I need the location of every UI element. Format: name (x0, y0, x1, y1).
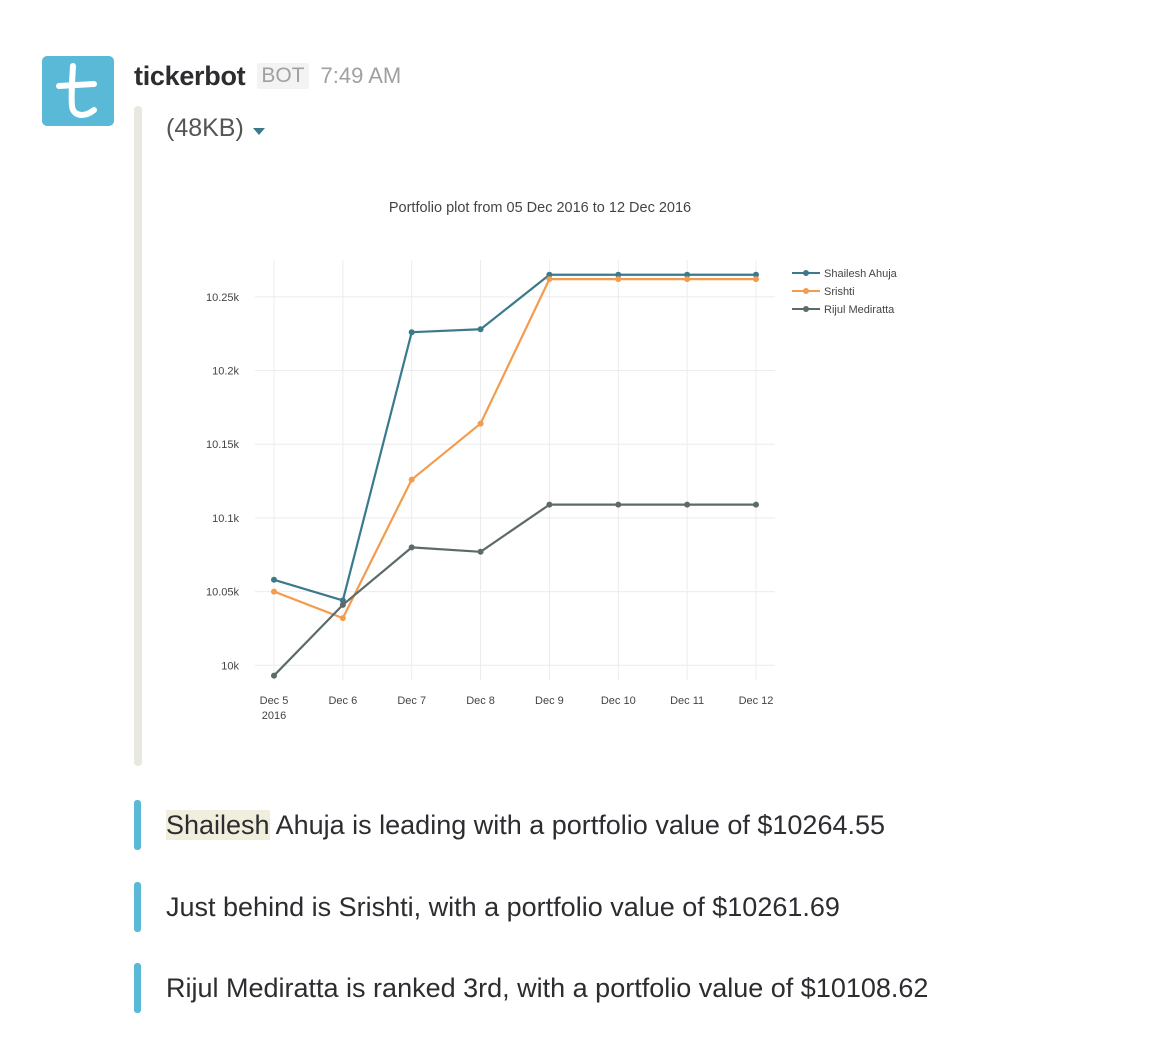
legend-label: Shailesh Ahuja (824, 268, 898, 280)
data-point (615, 276, 622, 283)
y-tick-label: 10.15k (206, 439, 240, 451)
message-text: Rijul Mediratta is ranked 3rd, with a po… (166, 973, 928, 1004)
data-point (271, 576, 277, 583)
y-tick-label: 10.05k (206, 587, 240, 599)
data-point (339, 615, 346, 622)
portfolio-chart[interactable]: Portfolio plot from 05 Dec 2016 to 12 De… (160, 180, 940, 740)
data-point (546, 501, 553, 508)
data-point (408, 544, 415, 551)
x-tick-label: Dec 11 (670, 695, 704, 707)
message-rest: Rijul Mediratta is ranked 3rd, with a po… (166, 972, 929, 1003)
legend-swatch-marker (803, 288, 809, 294)
x-tick-label: Dec 9 (535, 695, 564, 707)
x-tick-label: Dec 7 (397, 695, 426, 707)
series-line (273, 503, 756, 677)
data-point (477, 326, 484, 333)
attachment-size-toggle[interactable]: (48KB) (166, 114, 266, 143)
bot-badge: BOT (257, 63, 309, 89)
data-point (684, 501, 691, 508)
data-point (753, 271, 759, 278)
message-rest: Ahuja is leading with a portfolio value … (269, 809, 886, 840)
chart-title: Portfolio plot from 05 Dec 2016 to 12 De… (389, 200, 691, 216)
legend-label: Srishti (824, 286, 855, 298)
data-point (546, 276, 553, 283)
data-point (477, 548, 484, 555)
data-point (615, 271, 622, 278)
y-tick-label: 10k (221, 660, 239, 672)
attachment-size: (48KB) (166, 114, 244, 142)
data-point (684, 271, 691, 278)
timestamp[interactable]: 7:49 AM (320, 63, 402, 88)
message-line: Shailesh Ahuja is leading with a portfol… (134, 800, 1134, 850)
quote-bar (134, 800, 141, 850)
message-line: Just behind is Srishti, with a portfolio… (134, 882, 1134, 932)
x-tick-label: Dec 6 (328, 695, 357, 707)
highlighted-word: Shailesh (166, 809, 270, 840)
message-text: Just behind is Srishti, with a portfolio… (166, 892, 840, 923)
legend-label: Rijul Mediratta (824, 304, 895, 316)
message-text: Shailesh Ahuja is leading with a portfol… (166, 809, 886, 841)
series-line (273, 278, 756, 620)
data-point (339, 597, 346, 604)
chart-svg: Portfolio plot from 05 Dec 2016 to 12 De… (206, 200, 898, 722)
legend-swatch-marker (803, 306, 809, 312)
x-tick-label: Dec 12 (739, 695, 774, 707)
x-tick-label: Dec 10 (601, 695, 636, 707)
message-rest: Just behind is Srishti, with a portfolio… (166, 891, 840, 922)
series-line (273, 273, 756, 602)
avatar[interactable] (42, 56, 114, 126)
data-point (615, 501, 622, 508)
username[interactable]: tickerbot (134, 60, 246, 91)
data-point (477, 420, 484, 427)
data-point (339, 601, 346, 608)
data-point (753, 276, 759, 283)
data-point (546, 271, 553, 278)
x-tick-label: Dec 5 (260, 695, 289, 707)
quote-bar (134, 882, 141, 932)
y-tick-label: 10.2k (212, 366, 239, 378)
legend-swatch-marker (803, 270, 809, 276)
tickerbot-logo-icon (56, 63, 97, 118)
caret-down-icon[interactable] (252, 114, 266, 143)
attachment-bar (134, 106, 142, 766)
message-header: tickerbot BOT 7:49 AM (134, 56, 401, 96)
y-tick-label: 10.1k (212, 513, 239, 525)
data-point (753, 501, 759, 508)
data-point (408, 329, 415, 336)
data-point (271, 588, 277, 595)
y-tick-label: 10.25k (206, 292, 240, 304)
message-line: Rijul Mediratta is ranked 3rd, with a po… (134, 963, 1134, 1013)
data-point (408, 476, 415, 483)
data-point (271, 672, 277, 679)
quote-bar (134, 963, 141, 1013)
x-tick-label: Dec 8 (466, 695, 495, 707)
data-point (684, 276, 691, 283)
x-tick-sublabel: 2016 (262, 710, 286, 722)
